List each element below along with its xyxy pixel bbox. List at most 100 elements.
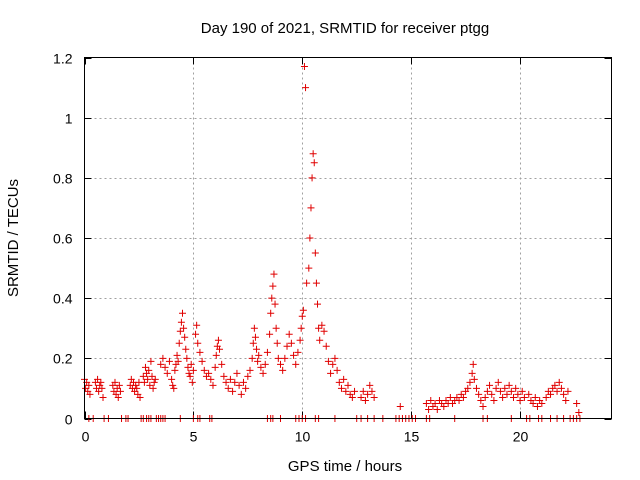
- data-point: [315, 324, 323, 332]
- data-point: [466, 378, 474, 386]
- data-point: [496, 387, 504, 395]
- data-point: [283, 342, 291, 350]
- data-point: [573, 399, 581, 407]
- data-point: [298, 312, 306, 320]
- data-point: [292, 360, 300, 368]
- chart-title: Day 190 of 2021, SRMTID for receiver ptg…: [201, 20, 489, 37]
- data-point: [335, 378, 343, 386]
- data-point: [136, 393, 144, 401]
- data-point: [431, 399, 439, 407]
- data-point: [308, 174, 316, 182]
- data-point: [178, 309, 186, 317]
- data-point: [192, 330, 200, 338]
- data-point: [144, 375, 152, 383]
- data-point: [361, 396, 369, 404]
- data-point: [139, 372, 147, 380]
- data-point: [161, 363, 169, 371]
- data-point: [507, 387, 515, 395]
- data-point: [254, 357, 262, 365]
- data-point: [246, 366, 254, 374]
- data-point: [366, 381, 374, 389]
- data-point: [514, 390, 522, 398]
- data-point: [525, 390, 533, 398]
- data-point: [324, 357, 332, 365]
- data-point: [459, 393, 467, 401]
- data-point: [303, 279, 311, 287]
- data-point: [171, 366, 179, 374]
- data-point: [314, 300, 322, 308]
- data-point: [175, 339, 183, 347]
- data-point: [193, 321, 201, 329]
- data-points-layer: [81, 63, 584, 422]
- data-point: [268, 294, 276, 302]
- data-point: [111, 378, 119, 386]
- data-point: [276, 360, 284, 368]
- data-point: [337, 384, 345, 392]
- data-point: [359, 387, 367, 395]
- data-point: [492, 384, 500, 392]
- data-point: [281, 354, 289, 362]
- data-point: [196, 348, 204, 356]
- data-point: [427, 396, 435, 404]
- data-point: [189, 366, 197, 374]
- data-point: [505, 381, 513, 389]
- data-point: [250, 324, 258, 332]
- data-point: [551, 381, 559, 389]
- data-point: [272, 324, 280, 332]
- data-point: [320, 327, 328, 335]
- data-point: [538, 399, 546, 407]
- data-point: [329, 360, 337, 368]
- data-point: [294, 348, 302, 356]
- data-point: [300, 63, 308, 71]
- data-point: [486, 381, 494, 389]
- data-point: [251, 333, 259, 341]
- data-point: [261, 360, 269, 368]
- data-point: [446, 393, 454, 401]
- data-point: [263, 348, 271, 356]
- data-point: [425, 405, 433, 413]
- data-point: [214, 336, 222, 344]
- data-point: [188, 378, 196, 386]
- data-point: [169, 381, 177, 389]
- data-point: [148, 372, 156, 380]
- data-point: [170, 384, 178, 392]
- data-point: [151, 375, 159, 383]
- data-point: [333, 366, 341, 374]
- data-point: [270, 270, 278, 278]
- data-point: [285, 330, 293, 338]
- data-point: [266, 330, 274, 338]
- y-tick-label: 0.6: [53, 231, 73, 247]
- data-point: [185, 369, 193, 377]
- data-point: [180, 324, 188, 332]
- y-tick-label: 0.8: [53, 171, 73, 187]
- data-point: [310, 159, 318, 167]
- data-point: [287, 339, 295, 347]
- data-point: [184, 363, 192, 371]
- data-point: [520, 393, 528, 401]
- data-point: [257, 363, 265, 371]
- data-point: [207, 375, 215, 383]
- data-point: [224, 384, 232, 392]
- data-point: [503, 390, 511, 398]
- data-point: [422, 399, 430, 407]
- data-point: [533, 402, 541, 410]
- data-point: [342, 387, 350, 395]
- data-point: [205, 369, 213, 377]
- data-point: [483, 387, 491, 395]
- data-point: [396, 402, 404, 410]
- data-point: [216, 345, 224, 353]
- data-point: [194, 339, 202, 347]
- data-point: [271, 300, 279, 308]
- data-point: [259, 369, 267, 377]
- data-point: [95, 387, 103, 395]
- data-point: [114, 393, 122, 401]
- data-point: [220, 372, 228, 380]
- data-point: [222, 378, 230, 386]
- data-point: [344, 381, 352, 389]
- data-point: [177, 318, 185, 326]
- data-point: [244, 372, 252, 380]
- data-point: [562, 396, 570, 404]
- data-point: [501, 384, 509, 392]
- data-point: [239, 378, 247, 386]
